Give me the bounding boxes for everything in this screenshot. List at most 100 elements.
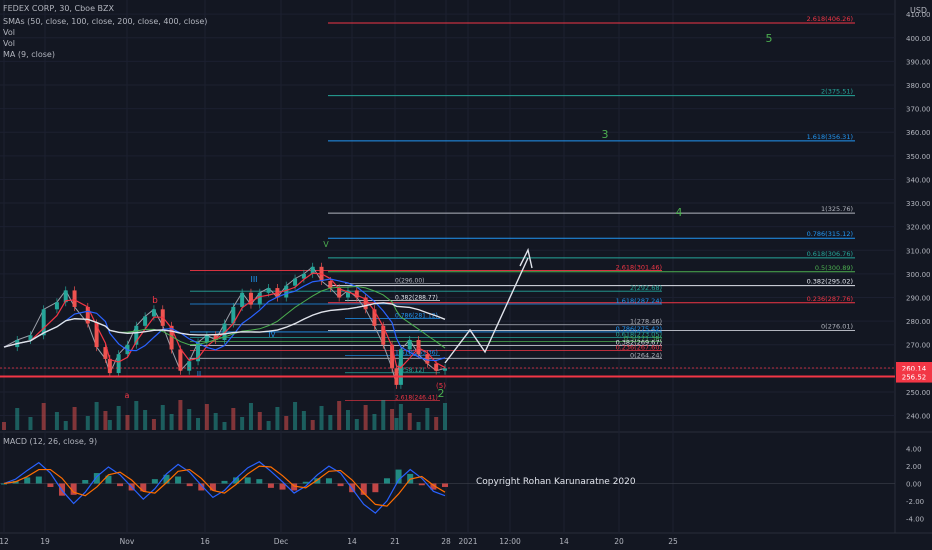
candle-body [257,292,262,305]
macd-histogram-bar [430,483,437,490]
macd-histogram-bar [383,478,390,484]
macd-histogram-bar [186,483,193,487]
volume-bar [319,406,324,430]
volume-bar [116,406,121,430]
elliott-wave-label: IV [269,331,276,339]
candle-body [345,290,350,298]
candle-body [381,325,386,345]
y-tick-label: 340.00 [906,176,931,184]
x-tick-label: 16 [200,537,210,546]
macd-histogram-bar [372,483,379,493]
candle-body [443,368,447,371]
vol-legend-2[interactable]: Vol [3,39,15,48]
elliott-wave-label: III [250,275,257,284]
sma-legend[interactable]: SMAs (50, close, 100, close, 200, close,… [3,17,208,26]
candle-body [125,344,130,355]
current-price-label: 260.14 [902,365,927,373]
inner-fib-label: 2(292.68) [630,284,662,292]
inner-fib-label: 0.236(267.60) [616,343,662,351]
volume-bar [204,404,209,430]
volume-bar [107,420,112,430]
volume-bar [363,405,368,430]
x-tick-label: Dec [274,537,289,546]
inner-fib-label: 1.618(287.24) [616,297,662,305]
candle-body [301,273,306,279]
candle-body [231,306,236,324]
fib-level-label: 0(276.01) [821,323,853,331]
volume-bar [398,404,403,430]
volume-bar [178,400,183,430]
small-fib-label: 0.786(281.12) [395,312,438,319]
x-tick-label: 28 [441,537,451,546]
fib-level-label: 1.618(356.31) [807,133,853,141]
candle-body [293,278,298,286]
volume-bar [125,415,130,430]
symbol-legend[interactable]: FEDEX CORP, 30, Cboe BZX [3,4,114,13]
candle-body [178,349,183,371]
candle-body [213,335,218,340]
candle-body [240,292,245,307]
fib-level-label: 2.618(406.26) [807,15,853,23]
candle-body [363,297,368,310]
x-tick-label: 20 [614,537,624,546]
macd-legend[interactable]: MACD (12, 26, close, 9) [3,437,98,446]
x-tick-label: 25 [668,537,678,546]
candle-body [103,347,108,359]
vol-legend-1[interactable]: Vol [3,28,15,37]
fib-level-label: 2(375.51) [821,88,853,96]
macd-histogram-bar [360,483,367,495]
volume-bar [54,412,59,430]
inner-fib-label: 0.618(273.05) [616,331,662,339]
y-tick-label: 250.00 [906,389,931,397]
volume-bar [151,419,156,430]
candle-body [354,290,359,298]
macd-histogram-bar [151,479,158,484]
x-tick-label: 12 [0,537,9,546]
candle-body [284,285,289,298]
volume-bar [103,411,108,430]
candle-body [72,290,77,307]
volume-bar [222,422,227,430]
volume-bar [134,401,139,430]
y-tick-label: 350.00 [906,153,931,161]
candle-body [85,306,90,324]
volume-bar [394,418,399,430]
fib-level-label: 0.382(295.02) [807,278,853,286]
macd-histogram-bar [291,483,298,491]
volume-bar [196,418,201,430]
volume-bar [72,407,77,430]
candle-body [116,354,121,374]
inner-fib-label: 1(278.46) [630,318,662,326]
y-tick-label: 360.00 [906,129,931,137]
volume-bar [425,408,430,430]
y-tick-label: 410.00 [906,11,931,19]
macd-histogram-bar [163,474,170,484]
candle-body [416,340,421,355]
small-fib-label: 2.618(246.41) [395,394,438,401]
x-tick-label: Nov [120,537,135,546]
volume-bar [2,422,6,430]
ma-legend[interactable]: MA (9, close) [3,50,55,59]
macd-y-tick: 0.00 [906,481,922,489]
y-tick-label: 370.00 [906,106,931,114]
volume-bar [381,400,386,430]
candle-body [328,280,333,289]
fib-level-label: 0.618(306.76) [807,250,853,258]
volume-bar [257,412,262,430]
y-tick-label: 300.00 [906,271,931,279]
macd-histogram-bar [221,480,228,484]
y-tick-label: 380.00 [906,82,931,90]
macd-histogram-bar [395,469,402,484]
copyright-text: Copyright Rohan Karunaratne 2020 [476,477,636,487]
candle-body [169,325,174,350]
macd-histogram-bar [256,479,263,484]
volume-bar [310,420,315,430]
elliott-wave-label: a [125,391,130,400]
inner-fib-label: 0.5(271.38) [624,334,662,342]
candle-body [54,302,59,310]
volume-bar [143,410,148,430]
sma-100-line [3,278,446,362]
